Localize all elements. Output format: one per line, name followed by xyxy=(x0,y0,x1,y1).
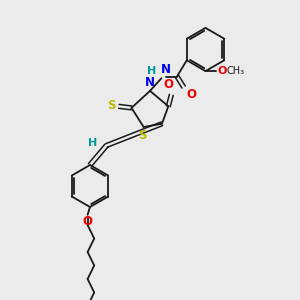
Text: CH₃: CH₃ xyxy=(226,65,244,76)
Text: S: S xyxy=(107,99,116,112)
Text: H: H xyxy=(88,138,97,148)
Text: O: O xyxy=(187,88,196,101)
Text: N: N xyxy=(145,76,155,89)
Text: N: N xyxy=(161,63,171,76)
Text: S: S xyxy=(139,129,147,142)
Text: O: O xyxy=(217,65,226,76)
Text: O: O xyxy=(82,215,93,228)
Text: H: H xyxy=(147,66,156,76)
Text: O: O xyxy=(163,78,173,91)
